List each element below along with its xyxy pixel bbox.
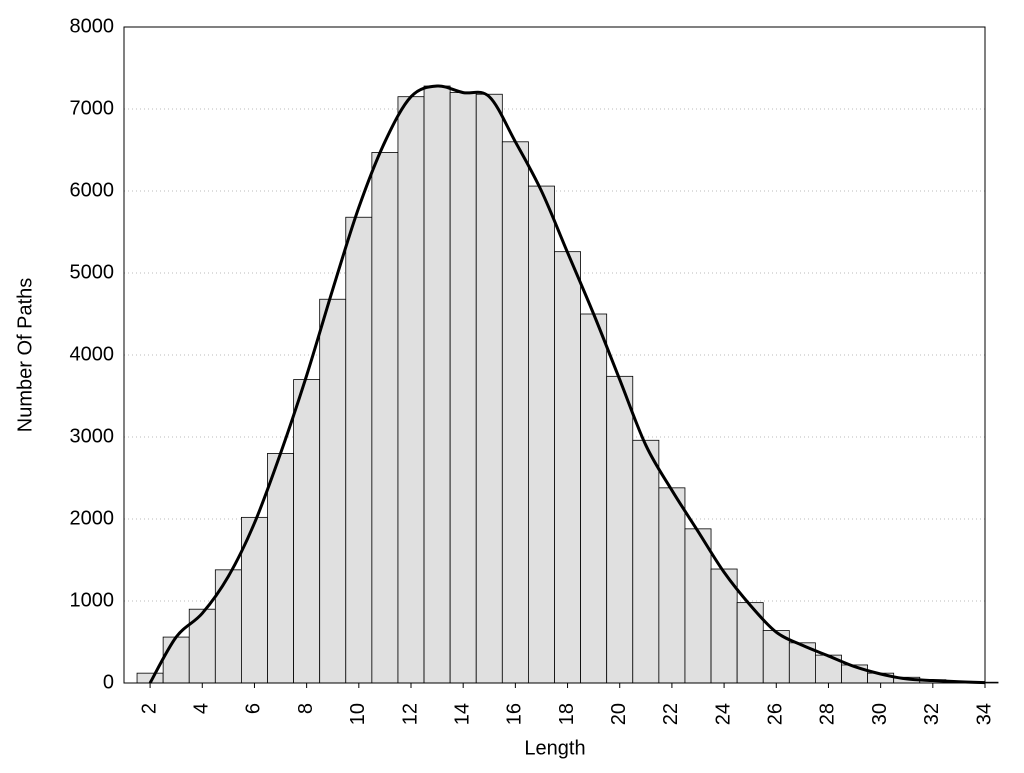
y-tick-label: 1000	[70, 589, 115, 611]
bar	[371, 152, 399, 684]
bar	[449, 92, 477, 684]
x-tick-label: 30	[869, 703, 891, 725]
bar	[710, 568, 738, 684]
y-tick-label: 2000	[70, 507, 115, 529]
x-tick-label: 8	[295, 703, 317, 714]
x-tick-label: 16	[504, 703, 526, 725]
y-tick-label: 7000	[70, 97, 115, 119]
x-tick-label: 26	[765, 703, 787, 725]
bar	[606, 375, 634, 684]
x-tick-label: 34	[973, 703, 995, 725]
x-tick-label: 10	[347, 703, 369, 725]
x-tick-label: 2	[138, 703, 160, 714]
bar	[345, 216, 373, 684]
x-tick-label: 14	[451, 703, 473, 725]
plot-frame	[123, 26, 986, 684]
x-tick-label: 12	[399, 703, 421, 725]
bar	[632, 439, 660, 684]
x-tick-label: 4	[191, 703, 213, 714]
x-tick-label: 32	[921, 703, 943, 725]
bar	[267, 452, 294, 684]
line	[148, 84, 986, 685]
y-tick-label: 3000	[70, 425, 115, 447]
bar	[475, 93, 503, 684]
bar	[658, 487, 686, 684]
bar	[319, 298, 347, 684]
bar	[397, 96, 425, 684]
x-tick-label: 20	[608, 703, 630, 725]
y-tick-label: 4000	[70, 343, 115, 365]
bar	[501, 141, 529, 684]
y-tick-label: 6000	[70, 179, 115, 201]
x-tick-label: 22	[660, 703, 682, 725]
x-axis-label: Length	[524, 737, 585, 759]
bar	[214, 569, 242, 684]
x-tick-label: 24	[712, 703, 734, 725]
x-tick-label: 18	[556, 703, 578, 725]
y-tick-label: 5000	[70, 261, 115, 283]
bar	[762, 630, 790, 684]
bar	[162, 636, 190, 684]
bar	[580, 313, 608, 684]
y-tick-label: 0	[103, 671, 114, 693]
bar	[528, 185, 555, 684]
y-tick-label: 8000	[70, 15, 115, 37]
x-tick-label: 28	[817, 703, 839, 725]
bar	[293, 379, 321, 684]
y-axis-label: Number Of Paths	[14, 278, 36, 433]
bar	[684, 528, 712, 684]
x-tick-label: 6	[243, 703, 265, 714]
bar	[423, 85, 451, 684]
bar	[554, 251, 581, 684]
